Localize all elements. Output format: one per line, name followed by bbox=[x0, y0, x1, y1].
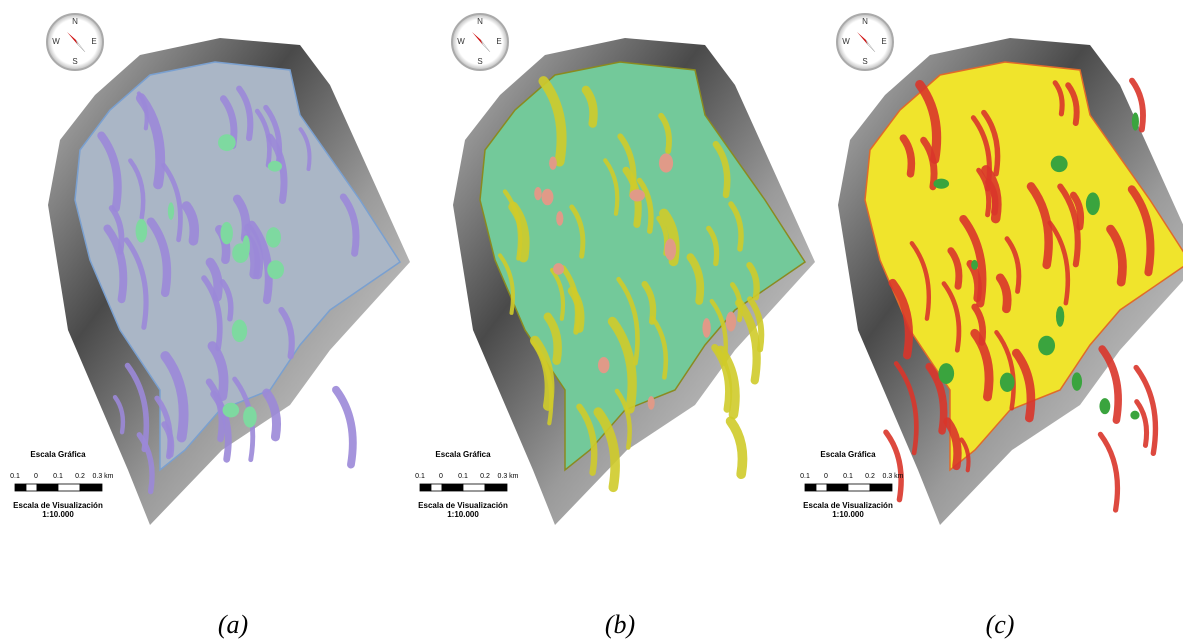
scale-label: 0.2 bbox=[865, 473, 875, 480]
map-patch bbox=[938, 363, 954, 384]
scale-label: 0.1 bbox=[843, 473, 853, 480]
scale-label: 0 bbox=[824, 473, 828, 480]
scale-ratio: 1:10.000 bbox=[447, 510, 479, 519]
map-patch bbox=[223, 403, 240, 418]
scale-label: 0 bbox=[439, 473, 443, 480]
scale-label: 0.1 bbox=[53, 473, 63, 480]
map-streak bbox=[1137, 402, 1147, 446]
map-patch bbox=[549, 157, 557, 170]
map-patch bbox=[168, 202, 174, 220]
map-patch bbox=[971, 260, 978, 270]
scale-bar bbox=[80, 484, 102, 491]
scale-bar bbox=[827, 484, 848, 491]
scale-label: 0.3 km bbox=[882, 473, 903, 480]
map-patch bbox=[665, 239, 677, 261]
map-patch bbox=[556, 211, 563, 226]
map-patch bbox=[726, 312, 736, 332]
scale-label: 0.2 bbox=[75, 473, 85, 480]
scale-label: 0.3 km bbox=[92, 473, 113, 480]
compass-label: W bbox=[457, 37, 465, 46]
scale-label: 0 bbox=[34, 473, 38, 480]
map-streak bbox=[731, 421, 743, 474]
compass-label: S bbox=[477, 57, 482, 66]
compass-label: W bbox=[52, 37, 60, 46]
scale-ratio: 1:10.000 bbox=[42, 510, 74, 519]
caption: (a) bbox=[218, 610, 248, 639]
map-patch bbox=[630, 189, 645, 201]
map-patch bbox=[267, 260, 284, 279]
map-patch bbox=[232, 243, 249, 263]
scale-title: Escala Gráfica bbox=[435, 450, 491, 459]
map-patch bbox=[933, 179, 949, 189]
scale-bar bbox=[420, 484, 431, 491]
scale-ratio: 1:10.000 bbox=[832, 510, 864, 519]
scale-title: Escala Gráfica bbox=[30, 450, 86, 459]
scale-bar bbox=[442, 484, 463, 491]
scale-bar bbox=[848, 484, 870, 491]
scale-bar bbox=[37, 484, 58, 491]
map-patch bbox=[1038, 336, 1055, 356]
map-patch bbox=[553, 263, 564, 275]
map-patch bbox=[268, 161, 282, 172]
scale-subtitle: Escala de Visualización bbox=[418, 501, 508, 510]
scale-label: 0.1 bbox=[800, 473, 810, 480]
map-patch bbox=[266, 227, 281, 248]
scale-label: 0.3 km bbox=[497, 473, 518, 480]
map-patch bbox=[136, 219, 148, 243]
figure: N W E S Escala Gráfica 0.1 0 0.1 0.2 0.3 km Escala… bbox=[0, 0, 1183, 643]
map-patch bbox=[542, 189, 554, 206]
scale-bar bbox=[870, 484, 892, 491]
map-patch bbox=[232, 320, 247, 343]
map-patch bbox=[218, 134, 236, 151]
map-patch bbox=[659, 153, 673, 172]
compass-label: E bbox=[91, 37, 96, 46]
compass-label: E bbox=[881, 37, 886, 46]
scale-bar bbox=[816, 484, 827, 491]
scale-bar bbox=[26, 484, 37, 491]
map-patch bbox=[534, 187, 541, 200]
caption: (c) bbox=[986, 610, 1015, 639]
scale-bar bbox=[485, 484, 507, 491]
compass-label: S bbox=[72, 57, 77, 66]
compass-label: N bbox=[72, 17, 78, 26]
map-patch bbox=[1099, 398, 1110, 414]
map-patch bbox=[1072, 372, 1082, 391]
map-patch bbox=[1056, 306, 1064, 327]
map-patch bbox=[1132, 112, 1139, 130]
compass-label: E bbox=[496, 37, 501, 46]
map-streak bbox=[1100, 434, 1117, 510]
map-patch bbox=[1130, 411, 1139, 420]
map-patch bbox=[598, 357, 610, 373]
compass-label: W bbox=[842, 37, 850, 46]
scale-bar bbox=[805, 484, 816, 491]
compass-label: N bbox=[862, 17, 868, 26]
scale-label: 0.1 bbox=[10, 473, 20, 480]
map-patch bbox=[1086, 192, 1100, 215]
scale-bar bbox=[58, 484, 80, 491]
scale-label: 0.1 bbox=[458, 473, 468, 480]
scale-label: 0.2 bbox=[480, 473, 490, 480]
scale-bar bbox=[463, 484, 485, 491]
panel: N W E S Escala Gráfica 0.1 0 0.1 0.2 0.3 km Escala… bbox=[415, 14, 815, 639]
map-patch bbox=[1000, 373, 1015, 392]
map-streak bbox=[336, 390, 353, 465]
scale-bar bbox=[15, 484, 26, 491]
map-patch bbox=[243, 406, 257, 427]
caption: (b) bbox=[605, 610, 635, 639]
panel: N W E S Escala Gráfica 0.1 0 0.1 0.2 0.3 km Escala… bbox=[800, 14, 1183, 639]
compass-label: S bbox=[862, 57, 867, 66]
compass-label: N bbox=[477, 17, 483, 26]
map-patch bbox=[648, 396, 655, 410]
scale-title: Escala Gráfica bbox=[820, 450, 876, 459]
scale-subtitle: Escala de Visualización bbox=[803, 501, 893, 510]
panel: N W E S Escala Gráfica 0.1 0 0.1 0.2 0.3 km Escala… bbox=[10, 14, 410, 639]
map-patch bbox=[702, 318, 710, 338]
map-patch bbox=[1051, 156, 1068, 172]
scale-label: 0.1 bbox=[415, 473, 425, 480]
scale-bar bbox=[431, 484, 442, 491]
map-patch bbox=[220, 222, 232, 244]
scale-subtitle: Escala de Visualización bbox=[13, 501, 103, 510]
